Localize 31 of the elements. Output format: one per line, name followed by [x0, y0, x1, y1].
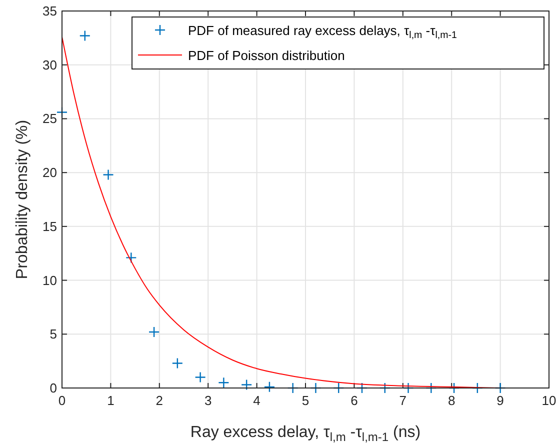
y-axis-title: Probability density (%): [14, 120, 31, 280]
x-axis-title: Ray excess delay, τ$_{l,m}$ -τ$_{l,m-1}$ (ns): [190, 424, 421, 444]
y-tick-label: 15: [42, 218, 57, 234]
point: [148, 326, 160, 338]
y-tick-label: 5: [50, 326, 57, 342]
y-tick-label: 20: [42, 165, 57, 180]
x-tick-label: 1: [107, 393, 114, 408]
y-tick-label: 0: [50, 380, 57, 396]
point: [79, 30, 90, 42]
point: [172, 358, 184, 369]
y-tick-label: 25: [42, 111, 57, 126]
point: [218, 377, 230, 388]
y-tick-label: 35: [42, 4, 57, 18]
y-tick-label: 10: [42, 272, 57, 288]
x-tick-label: 6: [350, 393, 358, 408]
point: [102, 169, 114, 180]
x-tick-label: 7: [399, 393, 407, 408]
point: [264, 381, 276, 393]
x-tick-label: 4: [253, 393, 260, 408]
legend-label: PDF of measured ray excess delays, τ$_{l,m}$ -τ$_{l,m-1}$: [188, 23, 457, 41]
x-tick-label: 2: [156, 393, 164, 408]
x-tick-label: 8: [448, 393, 456, 408]
x-tick-label: 5: [302, 393, 310, 408]
x-tick-label: 9: [496, 393, 504, 408]
point: [126, 252, 137, 264]
y-tick-label: 30: [42, 57, 57, 72]
x-tick-label: 10: [542, 393, 556, 408]
point: [194, 372, 206, 383]
point: [240, 379, 252, 390]
legend-label: PDF of Poisson distribution: [188, 48, 345, 63]
x-tick-label: 3: [204, 393, 212, 408]
